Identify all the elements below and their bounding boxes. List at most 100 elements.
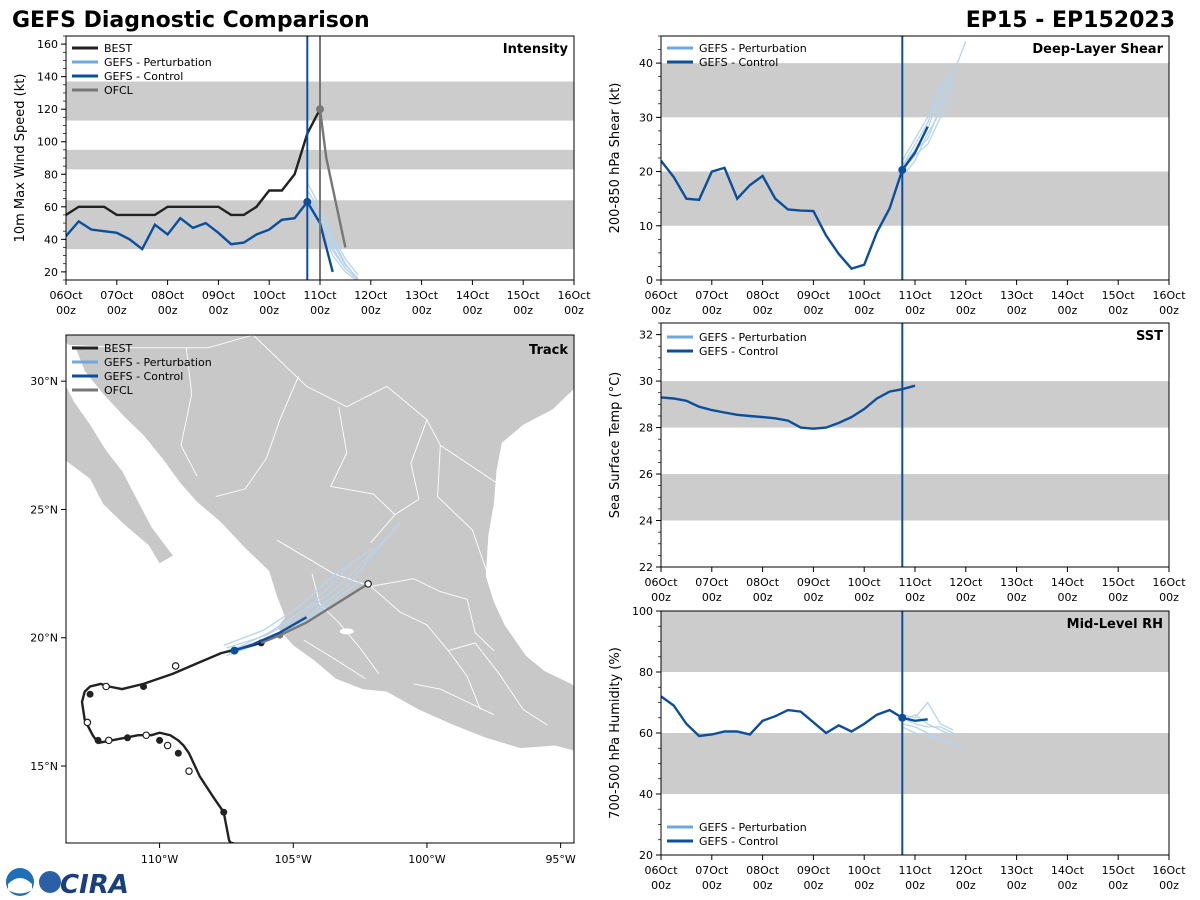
x-tick-hour-label: 00z xyxy=(1159,591,1179,604)
x-tick-date-label: 13Oct xyxy=(1000,576,1034,589)
x-tick-date-label: 08Oct xyxy=(746,576,780,589)
figure-title: GEFS Diagnostic Comparison xyxy=(12,8,370,33)
y-axis-label: Sea Surface Temp (°C) xyxy=(608,372,623,519)
plot-frame xyxy=(660,322,1170,568)
x-tick-date-label: 16Oct xyxy=(1152,864,1186,877)
data-point-marker xyxy=(898,165,907,174)
x-tick-hour-label: 00z xyxy=(1159,879,1179,892)
best-track-point xyxy=(220,808,228,816)
perturbation-track xyxy=(223,547,374,647)
data-point-marker xyxy=(898,713,907,722)
x-tick-hour-label: 00z xyxy=(1159,304,1179,317)
lake-chapala xyxy=(339,628,354,635)
x-tick-date-label: 15Oct xyxy=(1102,576,1136,589)
x-tick-date-label: 07Oct xyxy=(695,864,729,877)
state-border xyxy=(276,539,401,613)
x-tick-date-label: 07Oct xyxy=(695,289,729,302)
x-tick-date-label: 13Oct xyxy=(1000,864,1034,877)
legend-label: GEFS - Perturbation xyxy=(104,56,212,69)
data-point-marker xyxy=(303,197,312,206)
x-tick-hour-label: 00z xyxy=(310,304,330,317)
perturbation-track xyxy=(231,562,353,652)
plot-area xyxy=(661,41,967,270)
x-tick-hour-label: 00z xyxy=(651,879,671,892)
cira-logo-text: CIRA xyxy=(60,870,129,900)
x-tick-date-label: 09Oct xyxy=(202,289,236,302)
y-axis-label: 700-500 hPa Humidity (%) xyxy=(608,647,623,819)
x-tick-hour-label: 00z xyxy=(702,879,722,892)
y-tick-label: 26 xyxy=(639,468,653,481)
y-tick-label: 100 xyxy=(632,605,653,618)
panel-title: SST xyxy=(1136,329,1163,344)
x-tick-hour-label: 00z xyxy=(1108,304,1128,317)
perturbation-member-line xyxy=(306,206,358,280)
x-tick-hour-label: 00z xyxy=(905,591,925,604)
y-axis-label: 200-850 hPa Shear (kt) xyxy=(608,83,623,234)
x-tick-date-label: 09Oct xyxy=(797,289,831,302)
legend-label: GEFS - Control xyxy=(104,370,183,383)
intensity-band xyxy=(661,381,1169,428)
x-tick-hour-label: 00z xyxy=(956,591,976,604)
x-tick-date-label: 08Oct xyxy=(746,864,780,877)
x-tick-hour-label: 00z xyxy=(1108,591,1128,604)
x-tick-hour-label: 00z xyxy=(412,304,432,317)
y-tick-label: 32 xyxy=(639,329,653,342)
best-track-point xyxy=(123,734,131,742)
x-tick-date-label: 15Oct xyxy=(1102,289,1136,302)
x-tick-date-label: 12Oct xyxy=(949,864,983,877)
y-tick-label: 40 xyxy=(639,788,653,801)
x-tick-hour-label: 00z xyxy=(1058,591,1078,604)
perturbation-member-line xyxy=(306,209,359,280)
perturbation-member-line xyxy=(902,713,954,737)
x-tick-date-label: 06Oct xyxy=(49,289,83,302)
x-tick-hour-label: 00z xyxy=(753,304,773,317)
y-tick-label: 140 xyxy=(37,71,58,84)
plot-area xyxy=(66,108,359,280)
x-tick-date-label: 06Oct xyxy=(644,576,678,589)
state-border xyxy=(330,406,396,515)
x-tick-hour-label: 00z xyxy=(1058,879,1078,892)
shear-panel: 0 10 20 30 40 06Oct 00z 07Oct 00z 08Oct 00z 09Oct 00… xyxy=(608,35,1186,317)
best-track-open-point xyxy=(171,662,180,670)
state-border xyxy=(215,375,300,498)
perturbation-member-line xyxy=(902,717,954,734)
x-tick-hour-label: 00z xyxy=(513,304,533,317)
best-track-point xyxy=(94,736,102,744)
y-tick-label: 20 xyxy=(639,849,653,862)
perturbation-member-line xyxy=(901,84,954,178)
state-border xyxy=(370,578,495,651)
x-tick-date-label: 12Oct xyxy=(949,289,983,302)
x-tick-hour-label: 00z xyxy=(463,304,483,317)
map-area xyxy=(66,335,574,843)
x-tick-hour-label: 00z xyxy=(956,879,976,892)
x-tick-hour-label: 00z xyxy=(905,879,925,892)
x-tick-date-label: 13Oct xyxy=(1000,289,1034,302)
x-tick-date-label: 07Oct xyxy=(100,289,134,302)
x-tick-date-label: 15Oct xyxy=(507,289,541,302)
x-tick-hour-label: 00z xyxy=(1007,879,1027,892)
control-track-point xyxy=(230,646,239,655)
x-tick-date-label: 08Oct xyxy=(746,289,780,302)
y-tick-label: 40 xyxy=(639,57,653,70)
x-tick-date-label: 10Oct xyxy=(253,289,287,302)
x-tick-hour-label: 00z xyxy=(107,304,127,317)
x-tick-date-label: 12Oct xyxy=(354,289,388,302)
noaa-logo-wave-icon xyxy=(8,878,32,894)
perturbation-member-line xyxy=(902,723,967,752)
best-track-open-point xyxy=(185,767,193,775)
panel-title: Track xyxy=(529,343,568,358)
x-tick-hour-label: 00z xyxy=(854,304,874,317)
x-tick-date-label: 10Oct xyxy=(848,864,882,877)
x-tick-hour-label: 00z xyxy=(804,879,824,892)
state-border xyxy=(303,639,366,680)
best-track-open-point xyxy=(102,682,110,691)
legend-label: BEST xyxy=(104,342,132,355)
x-tick-date-label: 16Oct xyxy=(1152,576,1186,589)
control-line xyxy=(661,126,929,270)
noaa-cira-logo: CIRA xyxy=(6,868,129,900)
x-tick-date-label: 06Oct xyxy=(644,289,678,302)
legend-label: GEFS - Perturbation xyxy=(699,821,807,834)
x-tick-hour-label: 00z xyxy=(651,591,671,604)
best-track-open-point xyxy=(142,731,151,740)
x-tick-hour-label: 00z xyxy=(209,304,229,317)
